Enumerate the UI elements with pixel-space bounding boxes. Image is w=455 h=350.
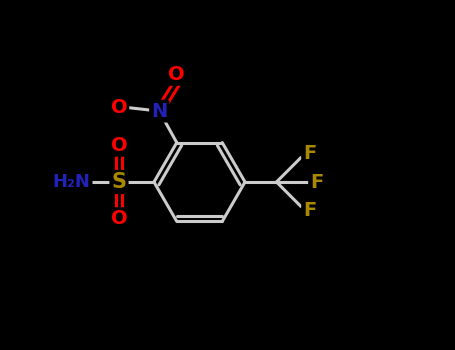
Text: O: O bbox=[111, 136, 127, 155]
Text: F: F bbox=[310, 173, 324, 191]
Text: S: S bbox=[111, 172, 126, 192]
Text: O: O bbox=[111, 209, 127, 228]
Text: N: N bbox=[151, 102, 167, 121]
Text: O: O bbox=[111, 98, 127, 117]
Text: F: F bbox=[303, 201, 316, 219]
Text: H₂N: H₂N bbox=[53, 173, 91, 191]
Text: O: O bbox=[168, 65, 185, 84]
Text: F: F bbox=[303, 145, 316, 163]
